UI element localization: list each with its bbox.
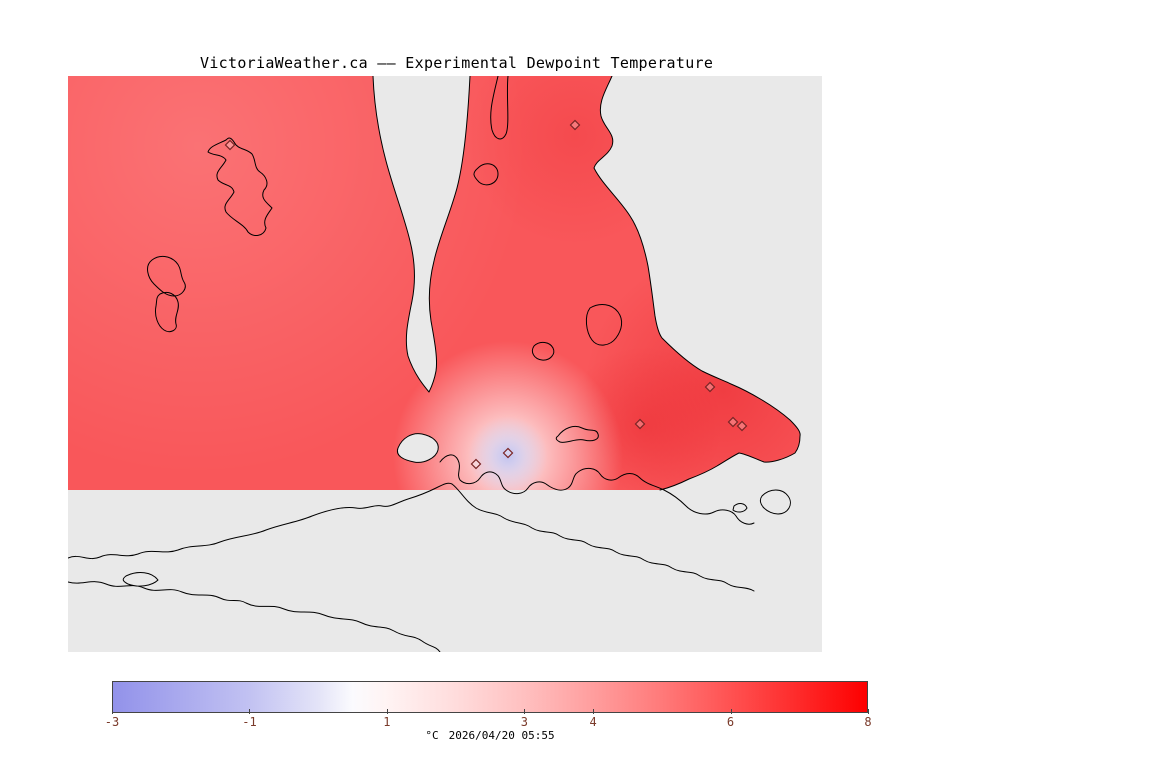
colorbar-tick-mark xyxy=(249,709,251,714)
map-svg xyxy=(68,76,822,652)
dewpoint-map xyxy=(68,76,822,652)
page-title: VictoriaWeather.ca —— Experimental Dewpo… xyxy=(200,54,714,72)
colorbar-tick-mark xyxy=(868,709,869,714)
colorbar-tick-label: -1 xyxy=(242,715,257,729)
colorbar-tick-label: 4 xyxy=(589,715,597,729)
station-marker xyxy=(470,458,482,470)
colorbar-caption: °C 2026/04/20 05:55 xyxy=(112,729,868,742)
colorbar-tick-mark xyxy=(593,709,595,714)
station-marker xyxy=(704,381,716,393)
station-marker xyxy=(736,420,748,432)
colorbar-tick-label: 8 xyxy=(864,715,872,729)
colorbar-tick-mark xyxy=(386,709,388,714)
station-marker xyxy=(224,139,236,151)
station-marker xyxy=(502,447,514,459)
station-marker xyxy=(727,416,739,428)
station-markers xyxy=(224,119,748,470)
station-marker xyxy=(634,418,646,430)
colorbar-tick-mark xyxy=(112,709,113,714)
coastline-south-shore xyxy=(439,425,791,525)
coastlines xyxy=(68,76,801,652)
colorbar-tick-mark xyxy=(524,709,526,714)
colorbar-tick-mark xyxy=(730,709,732,714)
colorbar-ticks: -3 -1 1 3 4 6 8 xyxy=(105,709,872,730)
coastline-islands xyxy=(147,137,273,333)
colorbar-tick-label: 1 xyxy=(383,715,391,729)
coastline-lakes xyxy=(531,304,623,361)
colorbar-tick-label: 3 xyxy=(520,715,528,729)
coastline-olympic-north xyxy=(68,482,755,592)
colorbar-gradient xyxy=(112,681,868,713)
coastline-peninsula xyxy=(593,76,801,491)
harbour-inlet xyxy=(396,433,439,463)
colorbar-tick-label: 6 xyxy=(726,715,735,729)
station-marker xyxy=(569,119,581,131)
timestamp: 2026/04/20 05:55 xyxy=(448,729,555,742)
colorbar-tick-label: -3 xyxy=(104,715,120,729)
units-label: °C xyxy=(425,729,439,742)
coastline-inlet-channel xyxy=(372,76,509,393)
coastline-olympic-south xyxy=(68,572,441,652)
